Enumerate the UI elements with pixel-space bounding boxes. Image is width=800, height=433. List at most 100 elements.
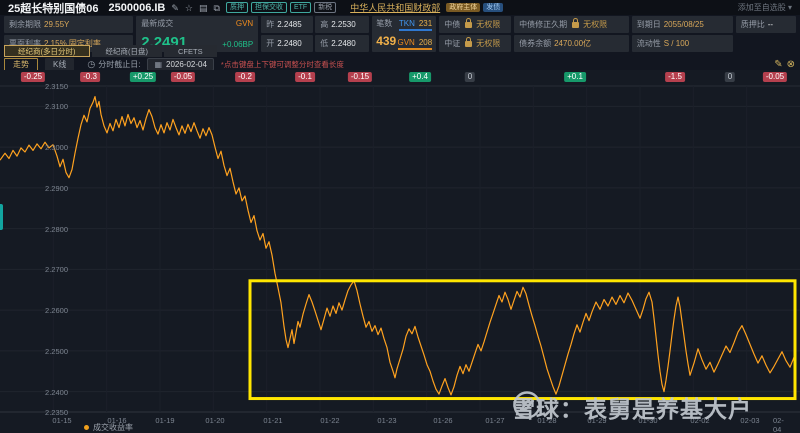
x-tick-label: 02-04 [773, 416, 784, 433]
lock-icon [465, 17, 473, 28]
clock-icon: ◷ [87, 59, 96, 69]
yield-chart[interactable]: -0.25 -0.3 +0.25 -0.05 -0.2 -0.1 -0.15 +0.4 0 +0.… [0, 70, 800, 433]
daily-change-badge: +0.25 [129, 72, 157, 82]
duration-value: 无权限 [583, 20, 608, 29]
x-tick-label: 01-28 [537, 416, 557, 425]
tab-kline[interactable]: K线 [45, 58, 75, 71]
annotation-edit-icon[interactable]: ✎ [774, 59, 783, 70]
high-box: 高 2.2530 [315, 16, 370, 33]
bond-title: 25超长特别国债06 [8, 2, 99, 15]
annotation-controls: ✎ ⊗ [774, 59, 795, 70]
lock-icon [572, 17, 580, 28]
open-label: 开 [266, 39, 275, 48]
y-tick-label: 2.2500 [45, 346, 68, 356]
remaining-term-box: 剩余期限 29.55Y [4, 16, 134, 33]
zhongzheng-box: 中证 无权限 [439, 35, 512, 52]
high-label: 高 [320, 20, 329, 29]
prev-close-box: 昨 2.2485 [261, 16, 314, 33]
quote-panel: 剩余期限 29.55Y 票面利率 2.15% 固定利率 最新成交 GVN 2.2… [4, 16, 796, 54]
daily-change-badge: -0.3 [80, 72, 100, 82]
keyboard-hint: *点击键盘上下键可调整分时查看长度 [220, 60, 344, 69]
balance-box: 债券余额 2470.00亿 [514, 35, 629, 52]
duration-label: 中债修正久期 [519, 20, 568, 29]
side-panel-handle[interactable] [0, 204, 3, 230]
x-tick-label: 01-19 [155, 416, 175, 425]
daily-change-badge: 0 [724, 72, 736, 82]
chevron-down-icon: ▾ [787, 3, 792, 12]
annotation-delete-icon[interactable]: ⊗ [786, 59, 795, 70]
x-tick-label: 01-21 [263, 416, 283, 425]
gvn-count: 208 [418, 38, 433, 47]
high-value: 2.2530 [331, 20, 356, 29]
legend-dot-icon [84, 425, 89, 430]
last-trade-label: 最新成交 [141, 19, 174, 28]
balance-value: 2470.00亿 [554, 39, 592, 48]
y-tick-label: 2.3100 [45, 102, 68, 112]
broker-tab-0[interactable]: 经纪商(多日分时) [4, 45, 90, 57]
coupon-value: 2.15% 固定利率 [44, 39, 101, 48]
x-tick-label: 01-27 [485, 416, 505, 425]
pledge-ratio-box: 质押比 -- [735, 16, 796, 33]
count-value: 439 [376, 34, 397, 48]
trade-count-box: 笔数 TKN 231 439 GVN 208 [372, 16, 437, 52]
pledge-ratio-label: 质押比 [740, 20, 765, 29]
zhongzheng-label: 中证 [444, 39, 461, 48]
legend-label: 成交收益率 [93, 423, 133, 432]
bond-tags: 质押 担保交收 ETF 新税 [225, 2, 337, 13]
daily-change-badge: -0.1 [295, 72, 315, 82]
remaining-term-label: 剩余期限 [9, 20, 41, 29]
broker-tab-2[interactable]: CFETS [164, 45, 217, 57]
broker-tabs: 经纪商(多日分时) 经纪商(日盘) CFETS [4, 45, 217, 57]
add-to-watchlist-button[interactable]: 添加至自选股 ▾ [738, 2, 792, 13]
annotation-rectangle[interactable] [248, 279, 797, 401]
zhongzhai-label: 中债 [444, 20, 461, 29]
tkn-label: TKN [398, 19, 415, 28]
daily-change-badge: -0.2 [235, 72, 255, 82]
daily-change-badge: +0.1 [564, 72, 586, 82]
zhongzheng-value: 无权限 [476, 39, 501, 48]
prev-label: 昨 [266, 20, 275, 29]
y-tick-label: 2.2400 [45, 387, 68, 397]
x-tick-label: 02-03 [740, 416, 760, 425]
coupon-label: 票面利率 [9, 39, 41, 48]
duration-box: 中债修正久期 无权限 [514, 16, 629, 33]
bond-code: 2500006.IB [108, 1, 166, 14]
title-bar: 25超长特别国债06 2500006.IB ✎ ☆ ▤ ⧉ 质押 担保交收 ETF 新… [0, 0, 800, 15]
bond-tag: 担保交收 [250, 2, 287, 13]
bond-tag: ETF [289, 2, 312, 13]
balance-label: 债券余额 [519, 39, 552, 48]
y-tick-label: 2.3000 [45, 143, 68, 153]
watermark-text: 雪球：表舅是养基大户 [512, 396, 752, 422]
maturity-label: 到期日 [636, 20, 661, 29]
y-tick-label: 2.2800 [45, 224, 68, 234]
calculator-icon[interactable]: ▤ [199, 2, 208, 13]
copy-icon[interactable]: ⧉ [213, 2, 220, 13]
broker-tab-1[interactable]: 经纪商(日盘) [91, 45, 162, 57]
pledge-ratio-value: -- [767, 20, 774, 29]
price-change: +0.06BP [222, 40, 254, 49]
daily-change-badge: -0.25 [20, 72, 46, 82]
liquidity-value: S / 100 [663, 39, 690, 48]
x-tick-label: 01-23 [377, 416, 397, 425]
calendar-icon: ▦ [154, 60, 162, 69]
daily-change-badge: +0.4 [409, 72, 431, 82]
low-box: 低 2.2480 [315, 35, 370, 52]
favorite-star-icon[interactable]: ☆ [184, 2, 193, 13]
daily-change-badge: -1.5 [665, 72, 685, 82]
daily-change-badge: -0.15 [347, 72, 373, 82]
zhongzhai-value: 无权限 [476, 20, 501, 29]
add-to-watchlist-label: 添加至自选股 [737, 3, 786, 12]
x-tick-label: 01-15 [52, 416, 72, 425]
x-tick-label: 01-20 [205, 416, 225, 425]
bond-tag: 新税 [314, 2, 337, 13]
x-tick-label: 01-16 [107, 416, 127, 425]
chart-legend: 成交收益率 [84, 422, 133, 433]
deadline-label: 分时截止日: [98, 60, 141, 69]
daily-change-badge: -0.05 [762, 72, 788, 82]
issuer-tag: 政府主体 [446, 3, 481, 12]
y-tick-label: 2.2700 [45, 265, 68, 275]
issuer-link[interactable]: 中华人民共和国财政部 [350, 3, 441, 13]
daily-change-badge: -0.05 [170, 72, 196, 82]
edit-icon[interactable]: ✎ [171, 2, 179, 13]
